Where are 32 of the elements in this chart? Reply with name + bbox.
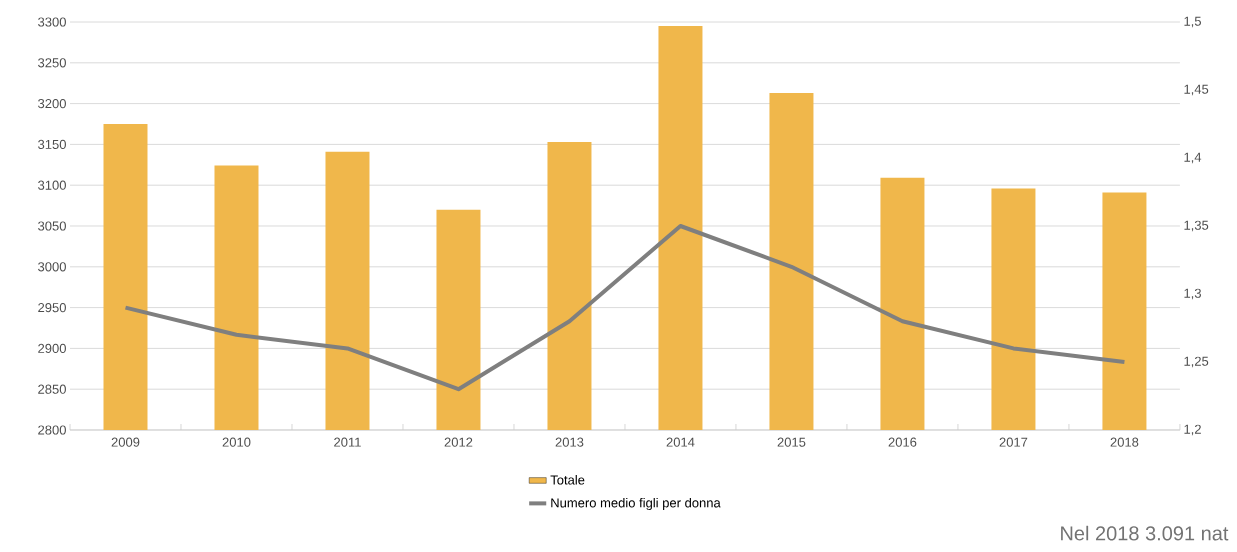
x-tick-label: 2017 [999,437,1028,447]
x-tick-label: 2014 [666,437,695,447]
y-tick-label: 2850 [38,384,66,394]
x-tick-label: 2011 [334,437,361,447]
x-tick-label: 2009 [111,437,140,447]
y2-tick-label: 1,2 [1184,424,1201,436]
y-tick-label: 2800 [38,425,66,435]
y-tick-label: 3000 [38,262,66,272]
x-tick-label: 2015 [777,437,806,447]
y-tick-label: 3300 [38,17,66,27]
legend-label: Totale [550,475,585,485]
x-tick-label: 2010 [222,437,251,447]
y-tick-label: 3150 [38,139,66,149]
y2-tick-label: 1,25 [1184,356,1209,368]
y2-tick-label: 1,45 [1184,84,1209,96]
x-tick-label: 2018 [1110,437,1139,447]
line-series [123,224,1127,392]
y2-tick-label: 1,4 [1184,152,1202,164]
y2-tick-label: 1,3 [1184,288,1201,300]
y2-tick-label: 1,5 [1184,16,1201,28]
legend-label: Numero medio figli per donna [551,497,721,511]
y-tick-label: 3250 [38,58,66,68]
y-tick-label: 2950 [38,302,66,313]
y-tick-label: 3050 [38,221,66,231]
text: Nel 2018 3.091 nat [1061,525,1229,541]
y-tick-label: 3100 [38,180,66,190]
y-tick-label: 2900 [38,343,66,353]
x-tick-label: 2012 [444,437,473,447]
x-tick-label: 2013 [555,437,584,447]
x-tick-label: 2016 [888,437,917,447]
y-tick-label: 3200 [38,98,66,109]
y2-tick-label: 1,35 [1184,220,1209,232]
